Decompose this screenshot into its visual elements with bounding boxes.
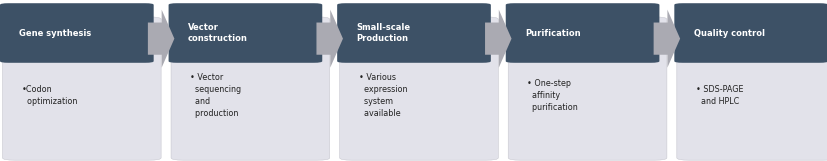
FancyBboxPatch shape xyxy=(0,3,154,63)
FancyBboxPatch shape xyxy=(337,3,490,63)
Text: Gene synthesis: Gene synthesis xyxy=(19,28,92,38)
FancyBboxPatch shape xyxy=(673,3,827,63)
FancyBboxPatch shape xyxy=(2,17,161,160)
Text: • One-step
  affinity
  purification: • One-step affinity purification xyxy=(527,79,577,112)
Polygon shape xyxy=(485,10,511,68)
Text: • Various
  expression
  system
  available: • Various expression system available xyxy=(358,73,407,118)
Text: Quality control: Quality control xyxy=(693,28,763,38)
Text: • SDS-PAGE
  and HPLC: • SDS-PAGE and HPLC xyxy=(695,85,743,106)
FancyBboxPatch shape xyxy=(505,3,658,63)
FancyBboxPatch shape xyxy=(508,17,666,160)
FancyBboxPatch shape xyxy=(676,17,827,160)
FancyBboxPatch shape xyxy=(339,17,498,160)
Polygon shape xyxy=(653,10,679,68)
Polygon shape xyxy=(316,10,342,68)
Text: Vector
construction: Vector construction xyxy=(188,23,247,43)
Polygon shape xyxy=(148,10,174,68)
Text: Small-scale
Production: Small-scale Production xyxy=(356,23,410,43)
FancyBboxPatch shape xyxy=(171,17,329,160)
Text: • Vector
  sequencing
  and
  production: • Vector sequencing and production xyxy=(190,73,241,118)
Text: •Codon
  optimization: •Codon optimization xyxy=(22,85,77,106)
Text: Purification: Purification xyxy=(524,28,580,38)
FancyBboxPatch shape xyxy=(169,3,322,63)
